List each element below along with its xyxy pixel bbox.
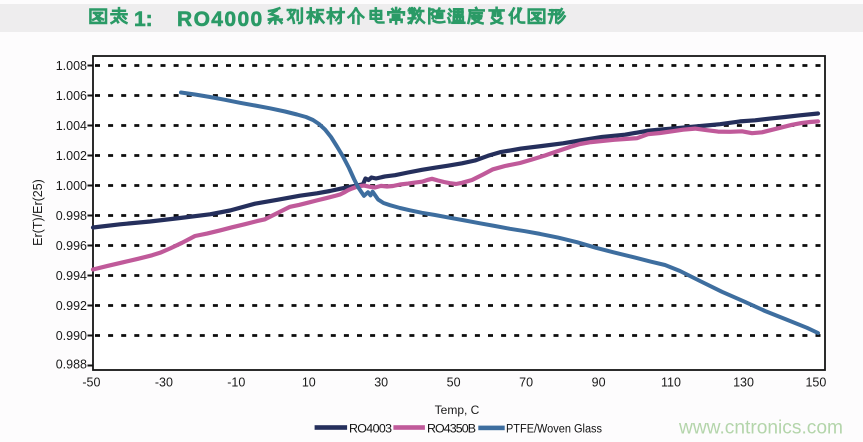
svg-text:-10: -10	[227, 376, 245, 390]
svg-text:10: 10	[302, 376, 316, 390]
svg-text:0.988: 0.988	[56, 358, 87, 372]
svg-text:110: 110	[661, 376, 681, 390]
svg-text:0.996: 0.996	[56, 239, 87, 253]
svg-text:0.990: 0.990	[56, 329, 87, 343]
svg-text:1.008: 1.008	[56, 59, 87, 73]
svg-text:RO4003: RO4003	[349, 422, 392, 436]
svg-text:130: 130	[733, 376, 754, 390]
svg-text:PTFE/Woven Glass: PTFE/Woven Glass	[506, 422, 602, 436]
svg-text:0.998: 0.998	[56, 209, 87, 223]
svg-text:-30: -30	[155, 376, 173, 390]
svg-text:RO4000: RO4000	[177, 8, 264, 31]
svg-text:www.cntronics.com: www.cntronics.com	[678, 417, 843, 439]
svg-text:Er(T)/Er(25): Er(T)/Er(25)	[31, 179, 45, 246]
svg-text:50: 50	[447, 376, 461, 390]
svg-text:1:: 1:	[134, 8, 153, 31]
svg-text:-50: -50	[82, 376, 100, 390]
svg-text:1.000: 1.000	[56, 179, 87, 193]
svg-text:150: 150	[805, 376, 826, 390]
svg-text:0.992: 0.992	[56, 299, 87, 313]
svg-text:1.002: 1.002	[56, 149, 87, 163]
svg-text:1.006: 1.006	[56, 89, 87, 103]
svg-text:30: 30	[374, 376, 388, 390]
svg-text:70: 70	[519, 376, 533, 390]
svg-text:Temp, C: Temp, C	[435, 403, 480, 417]
svg-text:90: 90	[592, 376, 606, 390]
svg-text:1.004: 1.004	[56, 119, 87, 133]
svg-text:0.994: 0.994	[56, 269, 87, 283]
svg-text:RO4350B: RO4350B	[427, 422, 476, 436]
